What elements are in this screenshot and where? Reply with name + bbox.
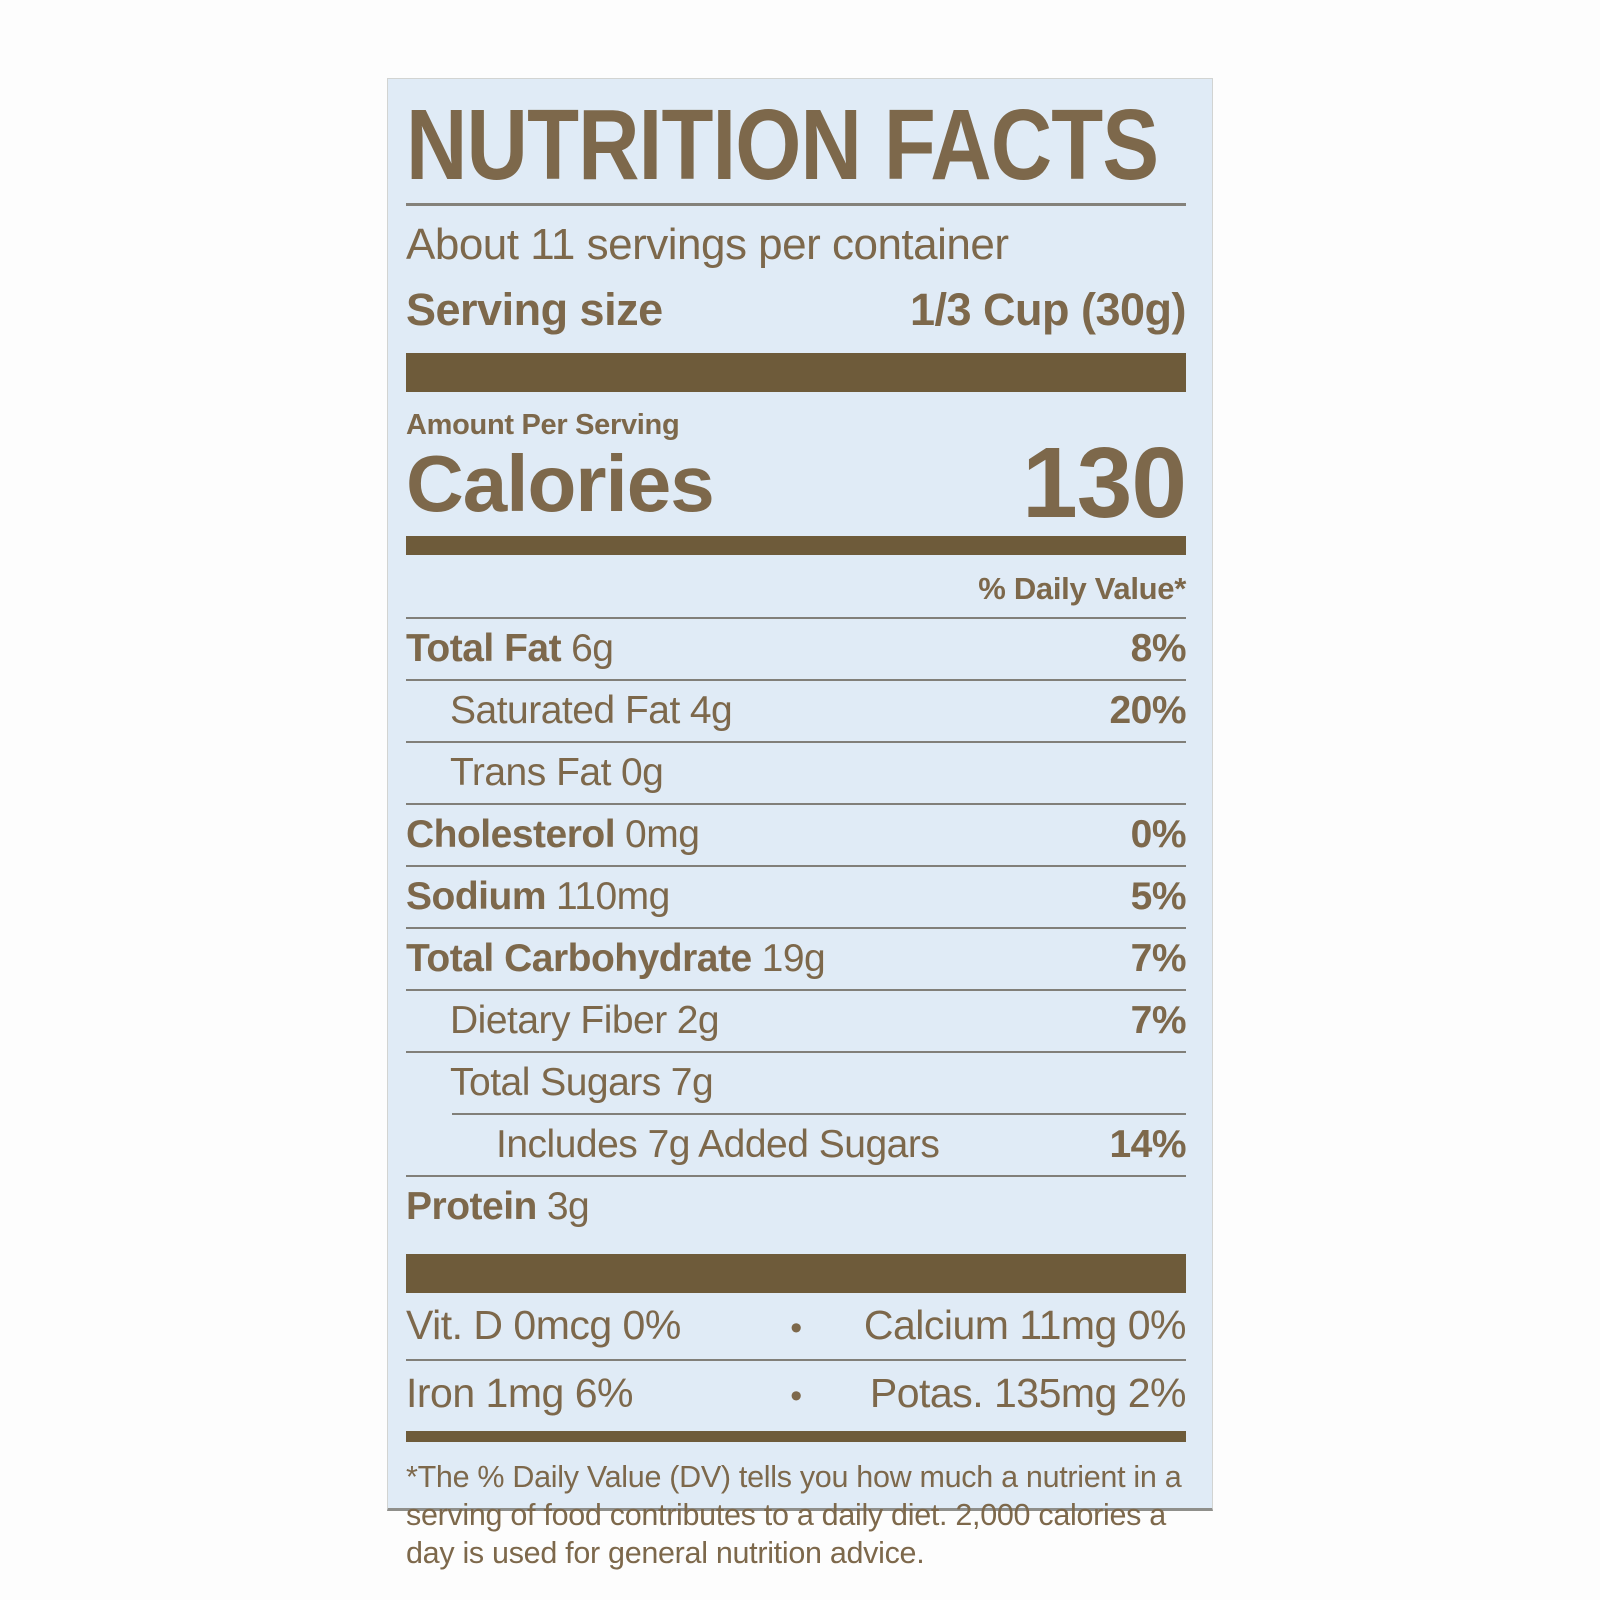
serving-size-value: 1/3 Cup (30g) xyxy=(909,284,1187,335)
nutrient-dv: 14% xyxy=(1109,1123,1186,1166)
nutrient-name: Includes 7g Added Sugars xyxy=(496,1123,940,1166)
nutrient-name: Protein xyxy=(406,1185,537,1228)
nutrient-row-total-sugars: Total Sugars 7g xyxy=(406,1053,1186,1113)
divider xyxy=(406,927,1186,929)
nutrient-name: Trans Fat xyxy=(450,751,611,794)
bullet-icon: • xyxy=(790,1377,802,1415)
nutrient-row-sodium: Sodium 110mg 5% xyxy=(406,867,1187,927)
nutrient-name: Sodium xyxy=(406,875,547,918)
divider xyxy=(406,989,1186,991)
nutrient-dv: 20% xyxy=(1109,689,1186,732)
nutrient-row-dietary-fiber: Dietary Fiber 2g 7% xyxy=(406,991,1187,1051)
nutrient-dv: 8% xyxy=(1130,627,1187,670)
label-title: NUTRITION FACTS xyxy=(406,89,1159,201)
nutrient-amount: 2g xyxy=(676,999,720,1042)
nutrient-row-total-carbohydrate: Total Carbohydrate 19g 7% xyxy=(406,929,1187,989)
divider xyxy=(406,741,1186,743)
footnote-line: *The % Daily Value (DV) tells you how mu… xyxy=(406,1460,1182,1494)
nutrient-row-trans-fat: Trans Fat 0g xyxy=(406,743,1186,803)
nutrient-dv: 0% xyxy=(1130,813,1187,856)
nutrient-row-total-fat: Total Fat 6g 8% xyxy=(406,619,1187,679)
divider xyxy=(406,865,1186,867)
nutrient-dv: 7% xyxy=(1130,937,1187,980)
amount-per-serving-label: Amount Per Serving xyxy=(406,409,680,441)
calories-row: Calories 130 xyxy=(406,427,1187,539)
separator-bar-thin xyxy=(406,1431,1186,1442)
servings-per-container: About 11 servings per container xyxy=(406,220,1009,269)
nutrient-name: Total Sugars xyxy=(450,1061,661,1104)
separator-bar-medium xyxy=(406,536,1186,555)
nutrient-amount: 7g xyxy=(670,1061,714,1104)
micronutrient-row-1: Vit. D 0mcg 0% • Calcium 11mg 0% xyxy=(406,1293,1187,1359)
nutrient-amount: 0g xyxy=(620,751,664,794)
nutrient-amount: 0mg xyxy=(625,813,700,856)
footnote-line: day is used for general nutrition advice… xyxy=(406,1536,925,1571)
footnote: *The % Daily Value (DV) tells you how mu… xyxy=(406,1458,1186,1572)
nutrient-amount: 19g xyxy=(761,937,826,980)
calories-value: 130 xyxy=(1022,427,1187,539)
calories-label: Calories xyxy=(406,439,715,528)
divider xyxy=(406,1359,1186,1361)
nutrient-name: Cholesterol xyxy=(406,813,616,856)
daily-value-header: % Daily Value* xyxy=(978,571,1186,606)
nutrient-dv: 5% xyxy=(1130,875,1187,918)
micronutrient-left: Iron 1mg 6% xyxy=(406,1370,633,1416)
divider xyxy=(406,803,1186,805)
separator-bar-thick-top xyxy=(406,353,1186,392)
separator-bar-thick-bottom xyxy=(406,1254,1186,1293)
nutrient-row-saturated-fat: Saturated Fat 4g 20% xyxy=(406,681,1186,741)
nutrient-dv: 7% xyxy=(1130,999,1187,1042)
divider xyxy=(406,1051,1186,1053)
micronutrient-right: Potas. 135mg 2% xyxy=(869,1370,1187,1416)
nutrient-amount: 3g xyxy=(546,1185,590,1228)
nutrition-facts-label: NUTRITION FACTS About 11 servings per co… xyxy=(387,78,1213,1570)
micronutrient-right: Calcium 11mg 0% xyxy=(863,1302,1187,1348)
nutrient-name: Saturated Fat xyxy=(450,689,680,732)
micronutrient-row-2: Iron 1mg 6% • Potas. 135mg 2% xyxy=(406,1361,1187,1427)
nutrient-row-cholesterol: Cholesterol 0mg 0% xyxy=(406,805,1187,865)
nutrient-amount: 6g xyxy=(571,627,614,670)
divider xyxy=(406,1175,1186,1177)
nutrient-name: Total Fat xyxy=(406,627,562,670)
nutrient-row-added-sugars: Includes 7g Added Sugars 14% xyxy=(406,1115,1186,1175)
nutrient-amount: 4g xyxy=(689,689,733,732)
micronutrient-left: Vit. D 0mcg 0% xyxy=(406,1302,681,1348)
bullet-icon: • xyxy=(790,1309,802,1347)
nutrient-row-protein: Protein 3g xyxy=(406,1177,1186,1237)
divider-indented xyxy=(452,1113,1186,1115)
footnote-line: serving of food contributes to a daily d… xyxy=(406,1498,1166,1533)
nutrient-amount: 110mg xyxy=(556,875,670,918)
title-divider xyxy=(406,203,1186,206)
divider xyxy=(406,679,1186,681)
serving-size-row: Serving size 1/3 Cup (30g) xyxy=(406,284,1187,336)
nutrient-name: Total Carbohydrate xyxy=(406,937,752,980)
nutrient-name: Dietary Fiber xyxy=(450,999,667,1042)
divider xyxy=(406,617,1186,619)
serving-size-label: Serving size xyxy=(406,284,663,335)
